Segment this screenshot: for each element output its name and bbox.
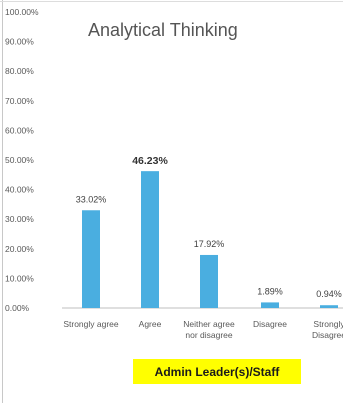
y-tick-label: 40.00% xyxy=(5,185,34,195)
legend-label: Admin Leader(s)/Staff xyxy=(154,364,280,379)
y-tick-label: 0.00% xyxy=(5,303,30,313)
bar xyxy=(200,254,218,308)
data-label: 46.23% xyxy=(132,155,168,167)
y-tick-label: 100.00% xyxy=(5,7,39,17)
data-label: 0.94% xyxy=(316,289,342,299)
y-tick-label: 10.00% xyxy=(5,273,34,283)
category-label: nor disagree xyxy=(185,330,233,340)
frame-top-border xyxy=(0,1,343,2)
bar xyxy=(141,171,159,308)
category-label: Neither agree xyxy=(183,319,235,329)
frame-left-border xyxy=(2,0,3,403)
y-tick-label: 70.00% xyxy=(5,96,34,106)
legend: Admin Leader(s)/Staff xyxy=(133,359,301,384)
y-tick-label: 20.00% xyxy=(5,244,34,254)
category-label: Strongly xyxy=(313,319,343,329)
data-label: 17.92% xyxy=(194,239,225,249)
category-label: Disagree xyxy=(253,319,287,329)
bar xyxy=(320,305,338,308)
y-tick-label: 50.00% xyxy=(5,155,34,165)
y-tick-label: 90.00% xyxy=(5,37,34,47)
category-label: Disagree xyxy=(312,330,343,340)
bar xyxy=(261,302,279,308)
data-label: 33.02% xyxy=(76,194,107,204)
category-label: Strongly agree xyxy=(63,319,119,329)
y-tick-label: 60.00% xyxy=(5,125,34,135)
bar xyxy=(82,210,100,308)
y-tick-label: 30.00% xyxy=(5,214,34,224)
y-tick-label: 80.00% xyxy=(5,66,34,76)
data-label: 1.89% xyxy=(257,286,283,296)
category-label: Agree xyxy=(139,319,162,329)
chart-title: Analytical Thinking xyxy=(88,20,238,40)
